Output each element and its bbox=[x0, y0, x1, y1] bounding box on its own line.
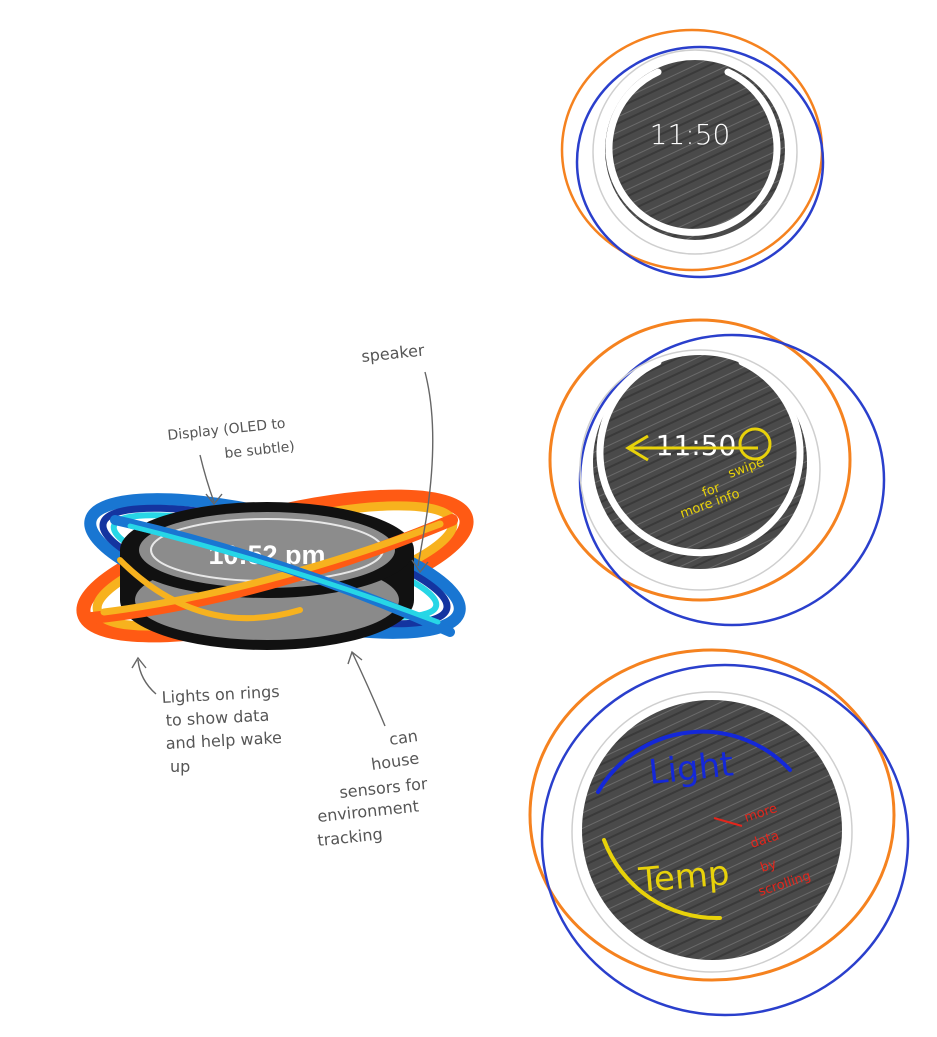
label-sensors-1: can bbox=[388, 726, 419, 749]
label-temp: Temp bbox=[636, 853, 731, 901]
orbit-orange bbox=[548, 318, 852, 602]
label-display-1: Display (OLED to bbox=[167, 416, 286, 444]
scroll-note-3: by bbox=[759, 857, 779, 876]
label-lights-3: and help wake bbox=[165, 728, 282, 753]
screen-progress-arc bbox=[605, 68, 781, 236]
label-sensors-2: house bbox=[370, 748, 420, 774]
label-lights-2: to show data bbox=[165, 706, 269, 730]
sensors-arrow bbox=[351, 651, 386, 727]
screen-face bbox=[593, 355, 807, 569]
device-sketch: 10:52 pm bbox=[76, 489, 474, 650]
label-sensors-5: tracking bbox=[316, 824, 383, 850]
display-arrowhead bbox=[205, 493, 223, 506]
temp-arc bbox=[602, 838, 722, 921]
orbit-orange bbox=[528, 648, 896, 982]
screen-1-time: 11:50 bbox=[650, 118, 731, 151]
ring-amber-lower bbox=[117, 557, 303, 622]
screen-bezel bbox=[571, 691, 853, 973]
screen-2-time: 11:50 bbox=[656, 429, 737, 462]
lights-arrow bbox=[137, 659, 157, 695]
display-arrow bbox=[199, 454, 215, 503]
ring-amber-front bbox=[100, 520, 444, 616]
screen-face bbox=[605, 60, 785, 240]
speaker-arrowhead bbox=[411, 559, 429, 574]
scroll-arrow bbox=[713, 817, 743, 827]
swipe-circle bbox=[738, 427, 772, 461]
screen-2: 11:50 swipe for more info bbox=[548, 318, 886, 627]
lights-arrowhead bbox=[131, 656, 147, 669]
screen-1: 11:50 bbox=[560, 28, 825, 279]
swipe-arrowhead bbox=[625, 434, 649, 462]
label-display-2: be subtle) bbox=[224, 439, 296, 462]
ring-cyan-front bbox=[127, 523, 441, 625]
light-arc bbox=[596, 729, 792, 794]
swipe-note-2: for bbox=[700, 480, 723, 500]
label-lights-4: up bbox=[170, 757, 190, 776]
screen-bezel bbox=[592, 49, 798, 255]
sensors-arrowhead bbox=[347, 650, 363, 665]
screen-progress-arc bbox=[596, 358, 804, 557]
orbit-blue bbox=[540, 663, 910, 1017]
screen-bezel bbox=[579, 349, 821, 591]
label-light: Light bbox=[647, 744, 736, 793]
label-sensors-4: environment bbox=[316, 796, 419, 826]
screen-3: Light Temp more data by scrolling bbox=[528, 648, 910, 1017]
label-speaker: speaker bbox=[360, 340, 425, 366]
annotations bbox=[131, 371, 434, 727]
speaker-arrow bbox=[417, 371, 434, 567]
screen-face bbox=[582, 700, 842, 960]
label-lights-1: Lights on rings bbox=[161, 682, 280, 707]
orbit-blue bbox=[575, 45, 825, 279]
